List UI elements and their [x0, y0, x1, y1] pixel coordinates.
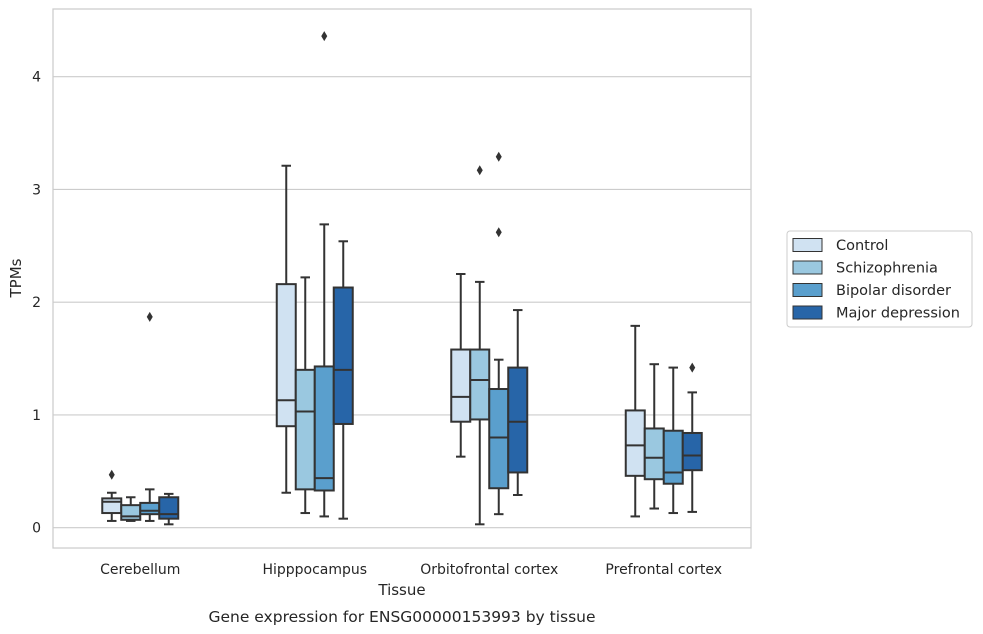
- box-iqr: [101, 497, 123, 515]
- legend-item: Major depression: [792, 305, 960, 322]
- legend-label: Schizophrenia: [836, 261, 938, 277]
- legend: Control Schizophrenia Bipolar disorder Majo…: [786, 230, 973, 328]
- box-1-0: [275, 164, 297, 494]
- box-iqr: [624, 409, 646, 477]
- box-iqr: [469, 348, 491, 421]
- box-3-1: [643, 363, 665, 510]
- y-tick-label: 2: [32, 295, 41, 311]
- box-iqr: [158, 496, 180, 520]
- y-axis-title: TPMs: [7, 258, 25, 298]
- legend-item: Schizophrenia: [792, 260, 938, 277]
- legend-label: Major depression: [836, 306, 960, 322]
- box-iqr: [332, 286, 354, 425]
- legend-item: Bipolar disorder: [792, 283, 951, 299]
- plot-frame: [52, 8, 752, 549]
- box-2-1: [469, 165, 491, 526]
- outlier-point: [476, 165, 483, 176]
- box-iqr: [139, 501, 161, 516]
- legend-swatch: [792, 283, 823, 297]
- box-2-2: [488, 151, 510, 516]
- box-0-3: [158, 492, 180, 526]
- legend-frame: [786, 230, 973, 328]
- y-tick-label: 1: [32, 408, 41, 424]
- outlier-point: [689, 362, 696, 373]
- x-tick-label: Prefrontal cortex: [605, 562, 722, 578]
- box-3-3: [681, 362, 703, 513]
- chart-caption: Gene expression for ENSG00000153993 by t…: [208, 608, 595, 626]
- box-iqr: [275, 283, 297, 428]
- x-tick-label: Cerebellum: [100, 562, 180, 578]
- box-iqr: [294, 368, 316, 491]
- x-tick-label: Orbitofrontal cortex: [420, 562, 558, 578]
- legend-swatch: [792, 305, 823, 320]
- legend-item: Control: [792, 238, 888, 254]
- y-tick-labels: 0 1 2 3 4: [32, 70, 41, 537]
- box-iqr: [662, 429, 684, 485]
- box-iqr: [507, 366, 529, 474]
- y-tick-label: 4: [32, 70, 41, 86]
- box-iqr: [313, 365, 335, 492]
- y-tick-label: 0: [32, 521, 41, 537]
- box-iqr: [488, 388, 510, 490]
- box-2-3: [507, 309, 529, 497]
- box-iqr: [120, 504, 142, 521]
- legend-label: Control: [836, 238, 888, 254]
- legend-swatch: [792, 238, 823, 252]
- outlier-point: [495, 151, 502, 162]
- y-tick-label: 3: [32, 182, 41, 198]
- box-iqr: [450, 348, 472, 423]
- box-iqr: [681, 431, 703, 472]
- box-1-3: [332, 240, 354, 520]
- outlier-point: [495, 227, 502, 238]
- box-1-1: [294, 276, 316, 515]
- box-1-2: [313, 31, 335, 518]
- box-0-2: [139, 311, 161, 522]
- box-3-0: [624, 324, 646, 518]
- x-tick-labels: Cerebellum Hipppocampus Orbitofrontal cort…: [100, 562, 722, 578]
- legend-label: Bipolar disorder: [836, 283, 951, 299]
- box-iqr: [643, 427, 665, 481]
- outlier-point: [146, 311, 153, 322]
- x-tick-label: Hipppocampus: [262, 562, 367, 578]
- boxes: [101, 31, 703, 526]
- x-axis-title: Tissue: [377, 581, 425, 599]
- outlier-point: [108, 469, 115, 480]
- gridlines: [53, 76, 751, 529]
- box-0-0: [101, 469, 123, 522]
- outlier-point: [321, 31, 328, 42]
- box-2-0: [450, 272, 472, 458]
- legend-swatch: [792, 260, 823, 275]
